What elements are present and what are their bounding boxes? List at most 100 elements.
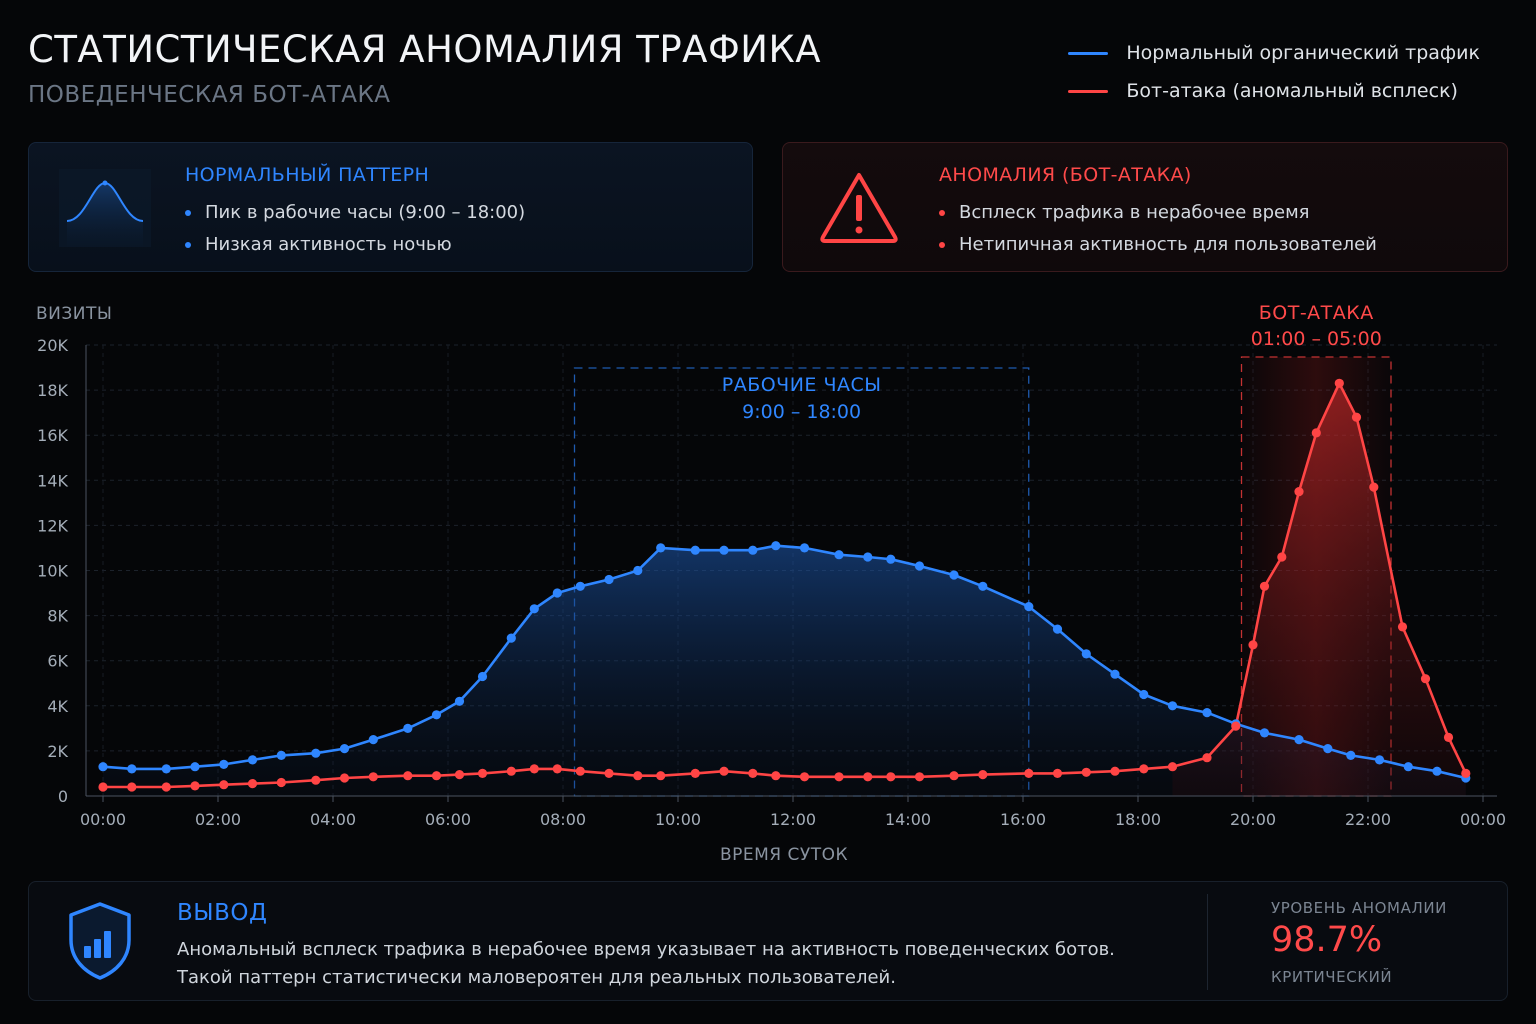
normal-data-point bbox=[1403, 762, 1413, 772]
legend-item-normal[interactable]: Нормальный органический трафик bbox=[1068, 34, 1480, 72]
attack-data-point bbox=[575, 766, 585, 776]
attack-series-area bbox=[1172, 383, 1466, 796]
list-item-text: Пик в рабочие часы (9:00 – 18:00) bbox=[205, 202, 526, 223]
attack-data-point bbox=[656, 771, 666, 781]
list-item: Всплеск трафика в нерабочее время bbox=[939, 197, 1377, 229]
anomaly-level-label: УРОВЕНЬ АНОМАЛИИ bbox=[1271, 899, 1447, 917]
list-item: Пик в рабочие часы (9:00 – 18:00) bbox=[185, 197, 525, 229]
list-item-text: Низкая активность ночью bbox=[205, 234, 452, 255]
attack-data-point bbox=[863, 772, 873, 782]
normal-data-point bbox=[454, 696, 465, 706]
series-areas bbox=[103, 383, 1466, 796]
normal-data-point bbox=[506, 633, 516, 643]
x-tick-label: 16:00 bbox=[1000, 810, 1046, 829]
normal-data-point bbox=[1202, 708, 1212, 718]
attack-data-point bbox=[529, 764, 539, 774]
work-hours-label: РАБОЧИЕ ЧАСЫ bbox=[722, 374, 882, 396]
normal-data-point bbox=[863, 552, 873, 562]
legend-label-normal: Нормальный органический трафик bbox=[1126, 42, 1480, 64]
attack-data-point bbox=[1248, 640, 1258, 650]
x-tick-label: 00:00 bbox=[80, 810, 126, 829]
normal-data-point bbox=[1346, 750, 1356, 760]
chart-axes: 0 2K 4K 6K 8K 10K 12K 14K 16K 18K 20K 00:00 02:00 04:… bbox=[37, 336, 1506, 829]
y-tick-label: 4K bbox=[47, 697, 68, 716]
normal-card-title: НОРМАЛЬНЫЙ ПАТТЕРН bbox=[185, 164, 430, 186]
y-tick-label: 16K bbox=[37, 426, 68, 445]
attack-data-point bbox=[247, 779, 258, 789]
normal-data-point bbox=[431, 710, 442, 720]
attack-data-point bbox=[771, 771, 781, 781]
list-item: Низкая активность ночью bbox=[185, 229, 525, 261]
x-tick-label: 14:00 bbox=[885, 810, 931, 829]
normal-data-point bbox=[1024, 602, 1034, 612]
normal-data-point bbox=[1323, 744, 1333, 754]
attack-data-point bbox=[1110, 766, 1120, 776]
anomaly-card-list: Всплеск трафика в нерабочее время Нетипи… bbox=[939, 197, 1377, 261]
normal-data-point bbox=[604, 574, 614, 585]
x-tick-label: 06:00 bbox=[425, 810, 471, 829]
traffic-chart: РАБОЧИЕ ЧАСЫ 9:00 – 18:00 БОТ-АТАКА 01:00 –… bbox=[36, 302, 1506, 865]
attack-data-point bbox=[454, 770, 465, 780]
chart-legend: Нормальный органический трафик Бот-атака… bbox=[1068, 34, 1480, 110]
attack-data-point bbox=[886, 772, 896, 782]
anomaly-card-title: АНОМАЛИЯ (БОТ-АТАКА) bbox=[939, 164, 1192, 186]
normal-pattern-card: НОРМАЛЬНЫЙ ПАТТЕРН Пик в рабочие часы (9… bbox=[28, 142, 753, 272]
attack-data-point bbox=[1397, 622, 1408, 632]
conclusion-line-2: Такой паттерн статистически маловероятен… bbox=[177, 967, 896, 988]
normal-data-point bbox=[1167, 701, 1178, 711]
x-tick-label: 00:00 bbox=[1460, 810, 1506, 829]
attack-data-point bbox=[719, 766, 729, 776]
bullet-icon bbox=[939, 242, 945, 248]
bell-curve-icon bbox=[59, 169, 151, 247]
x-tick-label: 12:00 bbox=[770, 810, 816, 829]
x-tick-label: 10:00 bbox=[655, 810, 701, 829]
attack-data-point bbox=[219, 780, 229, 790]
bullet-icon bbox=[185, 242, 191, 248]
attack-data-point bbox=[190, 781, 200, 791]
attack-data-point bbox=[506, 766, 516, 776]
bullet-icon bbox=[185, 210, 191, 216]
y-tick-label: 6K bbox=[47, 652, 68, 671]
normal-data-point bbox=[529, 604, 539, 614]
attack-data-point bbox=[1311, 428, 1321, 438]
normal-data-point bbox=[190, 762, 200, 772]
attack-data-point bbox=[477, 768, 488, 778]
y-tick-label: 14K bbox=[37, 471, 68, 490]
normal-data-point bbox=[719, 545, 729, 555]
x-tick-label: 04:00 bbox=[310, 810, 356, 829]
legend-item-attack[interactable]: Бот-атака (аномальный всплеск) bbox=[1068, 72, 1480, 110]
attack-label: БОТ-АТАКА bbox=[1259, 302, 1374, 324]
normal-data-point bbox=[771, 541, 781, 551]
normal-data-point bbox=[1432, 766, 1442, 776]
normal-data-point bbox=[690, 545, 700, 555]
attack-data-point bbox=[1420, 674, 1431, 684]
attack-data-point bbox=[1259, 581, 1270, 591]
x-tick-label: 20:00 bbox=[1230, 810, 1276, 829]
attack-data-point bbox=[978, 770, 988, 780]
legend-swatch-attack bbox=[1068, 89, 1109, 93]
attack-data-point bbox=[1202, 753, 1212, 763]
normal-data-point bbox=[219, 759, 229, 769]
anomaly-level-value: 98.7% bbox=[1271, 920, 1383, 960]
conclusion-text: Аномальный всплеск трафика в нерабочее в… bbox=[177, 936, 1115, 992]
normal-data-point bbox=[834, 550, 844, 560]
attack-data-point bbox=[1081, 767, 1091, 777]
attack-data-point bbox=[339, 773, 350, 783]
anomaly-card: АНОМАЛИЯ (БОТ-АТАКА) Всплеск трафика в н… bbox=[782, 142, 1508, 272]
normal-data-point bbox=[403, 723, 413, 733]
attack-data-point bbox=[1052, 768, 1063, 778]
normal-data-point bbox=[311, 748, 321, 758]
attack-data-point bbox=[431, 771, 442, 781]
normal-data-point bbox=[98, 762, 108, 772]
attack-data-point bbox=[552, 764, 562, 774]
normal-data-point bbox=[1259, 728, 1270, 738]
y-tick-label: 20K bbox=[37, 336, 68, 355]
y-axis-label: ВИЗИТЫ bbox=[36, 304, 112, 324]
attack-data-point bbox=[690, 768, 700, 778]
normal-data-point bbox=[949, 570, 959, 580]
attack-data-point bbox=[1024, 768, 1034, 778]
anomaly-level-status: КРИТИЧЕСКИЙ bbox=[1271, 968, 1393, 986]
conclusion-title: ВЫВОД bbox=[177, 900, 268, 926]
attack-data-point bbox=[799, 772, 810, 782]
conclusion-panel: ВЫВОД Аномальный всплеск трафика в нераб… bbox=[28, 881, 1508, 1001]
